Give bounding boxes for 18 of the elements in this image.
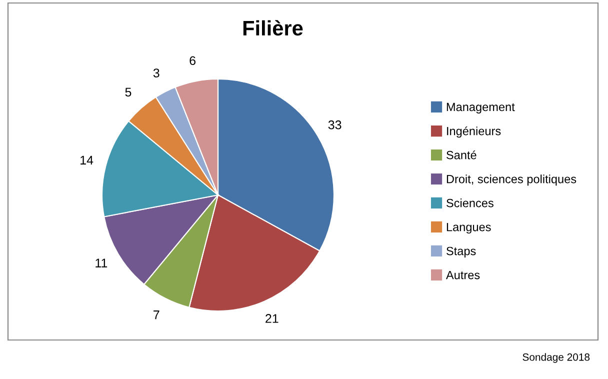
legend-label: Ingénieurs — [447, 126, 501, 138]
data-label: 3 — [153, 68, 160, 78]
legend-label: Santé — [446, 150, 476, 160]
legend-label: Sciences — [446, 198, 494, 208]
text: Sondage 2018 — [522, 353, 590, 363]
data-label: 33 — [328, 120, 342, 130]
data-label: 5 — [125, 88, 132, 97]
data-label: 21 — [266, 314, 278, 323]
data-label: 11 — [96, 258, 108, 268]
legend-label: Langues — [446, 222, 491, 234]
data-label: 7 — [154, 310, 160, 320]
legend-label: Droit, sciences politiques — [446, 174, 576, 186]
legend-label: Staps — [446, 246, 476, 258]
chart-title: Filière — [243, 20, 303, 36]
data-label: 14 — [80, 156, 94, 164]
legend-label: Autres — [446, 270, 480, 280]
data-label: 6 — [190, 56, 196, 66]
legend-label: Management — [446, 102, 515, 114]
